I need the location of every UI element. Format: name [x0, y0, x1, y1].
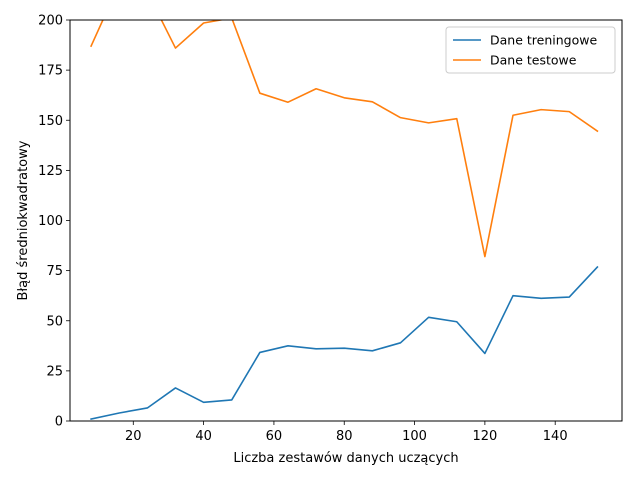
x-axis-label: Liczba zestawów danych uczących: [233, 451, 458, 466]
y-tick-label: 25: [46, 364, 63, 379]
x-tick-label: 80: [336, 429, 353, 444]
series-line-1: [90, 265, 599, 420]
x-tick-label: 60: [266, 429, 283, 444]
y-tick-label: 75: [46, 264, 63, 279]
plot-frame: [69, 19, 623, 422]
legend: Dane treningowe Dane testowe: [445, 26, 616, 74]
y-tick-label: 50: [46, 314, 63, 329]
x-axis-ticks: 20 40 60 80 100 120 140: [125, 421, 568, 444]
y-tick-label: 175: [38, 64, 63, 79]
x-tick-label: 20: [125, 429, 142, 444]
series-layer: [90, 20, 599, 420]
x-tick-label: 140: [543, 429, 568, 444]
legend-box: [445, 26, 616, 74]
y-tick-label: 0: [55, 415, 63, 430]
y-tick-label: 200: [38, 14, 63, 29]
legend-items: Dane treningowe Dane testowe: [453, 33, 597, 68]
x-tick-label: 100: [402, 429, 427, 444]
x-tick-label: 120: [472, 429, 497, 444]
legend-label: Dane testowe: [490, 53, 577, 68]
x-tick-label: 40: [195, 429, 212, 444]
y-tick-label: 100: [38, 214, 63, 229]
y-tick-label: 125: [38, 164, 63, 179]
y-axis-ticks: 0 25 50 75 100 125 150 175 200: [38, 14, 70, 430]
series-line-2: [90, 20, 599, 258]
legend-label: Dane treningowe: [490, 33, 597, 48]
y-axis-label: Błąd średniokwadratowy: [16, 140, 31, 300]
y-tick-label: 150: [38, 114, 63, 129]
